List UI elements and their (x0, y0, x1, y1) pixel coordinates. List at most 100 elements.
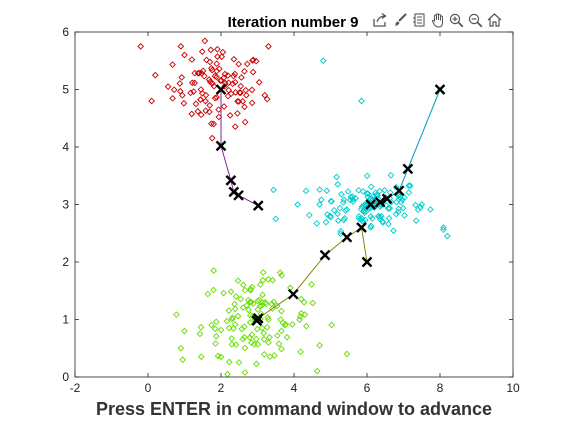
data-point (230, 55, 238, 63)
data-point (254, 297, 262, 305)
data-point (322, 218, 330, 226)
data-point (246, 319, 254, 326)
data-point (211, 325, 219, 333)
data-point (277, 316, 284, 323)
data-point (219, 48, 227, 56)
data-point (334, 217, 342, 224)
data-point (137, 43, 145, 50)
data-point (177, 43, 185, 50)
centroid-marker (319, 249, 331, 261)
data-point (207, 46, 215, 54)
data-point (294, 201, 301, 208)
link-icon[interactable] (410, 11, 427, 29)
data-point (369, 193, 376, 200)
data-point (169, 95, 176, 102)
data-point (355, 186, 363, 194)
zoom-out-icon[interactable] (467, 11, 484, 29)
data-point (241, 118, 249, 126)
data-point (265, 43, 272, 50)
data-point (245, 306, 252, 314)
data-point (228, 335, 236, 342)
data-point (241, 323, 248, 331)
data-point (309, 299, 317, 307)
data-point (234, 97, 241, 105)
data-point (275, 340, 283, 348)
data-point (349, 193, 356, 200)
data-point (244, 296, 252, 304)
data-point (206, 58, 214, 66)
data-point (261, 298, 269, 306)
data-point (390, 227, 397, 235)
data-point (223, 317, 231, 325)
centroid-marker (356, 222, 367, 233)
data-point (344, 188, 352, 195)
data-point (270, 186, 277, 194)
data-point (256, 296, 263, 304)
data-point (188, 56, 196, 63)
data-point (197, 96, 204, 103)
data-point (188, 110, 196, 118)
data-point (181, 327, 188, 335)
data-point (399, 196, 406, 204)
data-point (328, 197, 335, 205)
data-point (414, 206, 422, 214)
cluster-1 (270, 57, 451, 240)
data-point (392, 210, 400, 218)
y-tick-label: 6 (62, 25, 69, 39)
data-point (204, 290, 212, 298)
data-point (241, 67, 248, 75)
data-point (367, 183, 375, 191)
data-point (352, 194, 359, 202)
data-point (191, 79, 199, 87)
data-point (239, 97, 247, 105)
data-point (265, 316, 272, 323)
figure-toolbar (372, 9, 503, 31)
pan-icon[interactable] (429, 11, 446, 29)
data-point (231, 123, 239, 131)
brush-icon[interactable] (391, 11, 408, 29)
centroid-marker (287, 288, 299, 300)
data-point (289, 321, 296, 328)
data-point (300, 298, 308, 306)
data-point (176, 80, 184, 87)
centroid-marker (402, 163, 414, 175)
data-point (197, 86, 205, 93)
data-point (358, 203, 366, 210)
data-point (248, 86, 256, 94)
x-tick-label: 10 (506, 381, 520, 395)
data-point (316, 342, 323, 349)
centroid-paths (215, 84, 446, 326)
data-point (272, 215, 280, 223)
data-point (281, 321, 289, 329)
data-point (211, 94, 219, 102)
data-point (340, 196, 348, 204)
data-point (214, 53, 221, 60)
data-point (252, 335, 260, 343)
data-point (385, 214, 393, 222)
data-point (266, 333, 273, 341)
data-point (405, 189, 413, 196)
data-point (359, 217, 367, 225)
data-point (268, 300, 276, 308)
export-icon[interactable] (372, 11, 389, 29)
data-point (259, 269, 267, 276)
data-point (217, 353, 225, 361)
data-point (257, 281, 264, 288)
home-icon[interactable] (486, 11, 503, 29)
data-point (342, 207, 350, 214)
data-point (334, 181, 342, 188)
centroid-marker (251, 315, 263, 326)
data-point (297, 295, 305, 303)
data-point (381, 186, 388, 194)
data-point (401, 211, 408, 219)
data-point (258, 302, 266, 309)
data-point (220, 289, 227, 297)
data-point (412, 217, 420, 224)
data-point (330, 206, 338, 214)
data-point (246, 298, 254, 306)
data-point (271, 352, 278, 359)
zoom-in-icon[interactable] (448, 11, 465, 29)
data-point (194, 108, 202, 115)
data-point (213, 94, 221, 101)
